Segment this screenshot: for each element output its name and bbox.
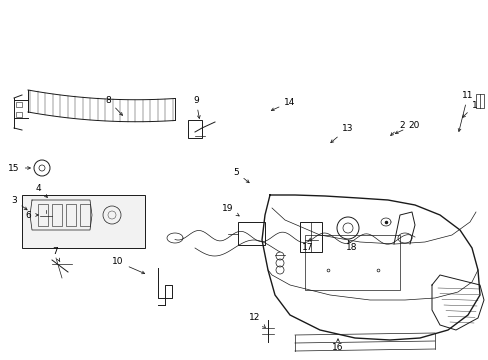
Bar [38,204,48,226]
Bar [299,222,321,252]
Text: 6: 6 [25,211,38,220]
Text: 3: 3 [11,195,27,210]
Text: 16: 16 [331,339,343,352]
Text: 2: 2 [390,121,404,135]
Bar [16,102,22,107]
Text: 15: 15 [8,163,30,172]
Text: 7: 7 [52,248,60,262]
Bar [52,204,62,226]
Text: 19: 19 [222,203,239,216]
Text: 17: 17 [302,238,313,252]
Text: 14: 14 [271,98,295,111]
Bar [80,204,90,226]
Text: 20: 20 [394,121,419,134]
Text: 8: 8 [105,95,122,115]
Bar [305,235,399,290]
Text: 11: 11 [457,90,473,131]
Text: 4: 4 [35,184,47,197]
Bar [187,120,202,138]
Bar [66,204,76,226]
Text: 13: 13 [330,123,353,143]
Text: 5: 5 [233,167,249,183]
Bar [475,94,483,108]
Text: 12: 12 [249,314,265,328]
Text: 18: 18 [346,240,357,252]
Text: 10: 10 [112,257,144,274]
Text: 1: 1 [462,100,477,117]
Bar [238,222,264,245]
Text: 9: 9 [193,95,200,118]
Bar [16,112,22,117]
Bar [22,195,145,248]
